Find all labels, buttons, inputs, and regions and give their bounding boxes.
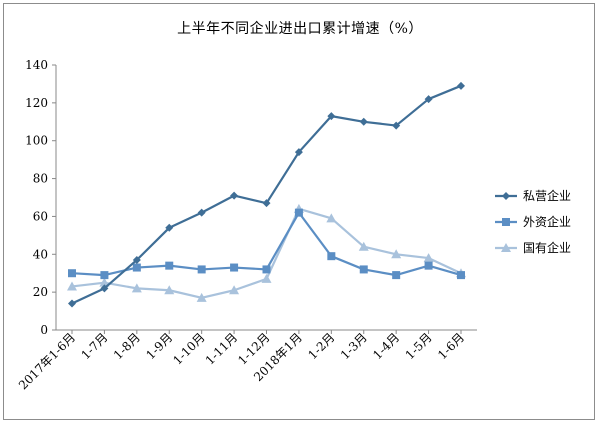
data-point-2 (423, 253, 434, 263)
x-tick-label: 1-5月 (403, 330, 435, 362)
y-tick-label: 80 (33, 172, 48, 186)
data-point-1 (68, 269, 76, 278)
legend-marker-2 (501, 243, 511, 252)
y-tick-label: 20 (33, 285, 48, 299)
data-point-2 (261, 273, 272, 283)
data-point-1 (262, 265, 271, 274)
data-point-2 (326, 213, 337, 223)
x-tick-label: 2017年1-6月 (16, 330, 78, 392)
data-point-2 (196, 292, 207, 302)
data-point-2 (131, 283, 142, 293)
data-point-1 (230, 263, 239, 272)
data-point-0 (392, 121, 401, 130)
data-point-2 (229, 285, 240, 295)
data-point-0 (424, 95, 433, 104)
data-point-2 (67, 281, 77, 291)
data-point-1 (165, 261, 174, 270)
legend-marker-1 (502, 218, 510, 226)
x-tick-label: 1-8月 (111, 330, 143, 362)
x-tick-label: 1-10月 (170, 330, 207, 367)
data-point-2 (164, 285, 175, 295)
data-point-0 (132, 255, 141, 264)
legend-label-2: 国有企业 (523, 240, 571, 255)
data-point-1 (327, 252, 336, 261)
data-point-0 (294, 148, 303, 157)
data-point-1 (100, 271, 109, 280)
data-point-1 (392, 271, 401, 280)
data-point-0 (68, 299, 76, 308)
x-tick-label: 1-3月 (338, 330, 370, 362)
y-tick-label: 0 (40, 323, 48, 337)
data-point-0 (262, 199, 271, 208)
data-point-0 (230, 191, 239, 200)
x-tick-label: 1-2月 (305, 330, 337, 362)
x-tick-label: 1-4月 (370, 330, 402, 362)
data-point-2 (99, 277, 110, 287)
data-point-0 (327, 112, 336, 121)
y-tick-label: 60 (33, 209, 48, 223)
chart-title: 上半年不同企业进出口累计增速（%） (177, 21, 423, 37)
data-point-1 (197, 265, 206, 274)
series-line-2 (71, 207, 462, 299)
x-tick-label: 1-7月 (78, 330, 110, 362)
chart-frame: 上半年不同企业进出口累计增速（%） 0 20 40 60 80 100 120 140 2017… (3, 3, 595, 420)
data-point-0 (197, 208, 206, 217)
y-tick-label: 100 (25, 134, 48, 148)
y-tick-label: 140 (25, 58, 48, 72)
data-point-0 (457, 81, 465, 90)
data-point-1 (294, 208, 303, 217)
data-point-1 (359, 265, 368, 274)
data-point-2 (358, 241, 369, 251)
legend-label-0: 私营企业 (523, 188, 571, 203)
x-tick-label: 1-6月 (435, 330, 467, 362)
data-point-2 (391, 249, 402, 259)
data-point-0 (359, 117, 368, 126)
data-point-0 (100, 284, 109, 293)
data-point-1 (457, 271, 465, 280)
data-point-1 (424, 261, 433, 270)
data-point-1 (132, 263, 141, 272)
y-tick-label: 40 (33, 247, 48, 261)
data-point-0 (165, 223, 174, 232)
y-tick-label: 120 (25, 96, 48, 110)
legend-label-1: 外资企业 (523, 214, 571, 229)
legend-marker-0 (502, 192, 510, 200)
x-tick-label: 1-11月 (203, 330, 240, 367)
